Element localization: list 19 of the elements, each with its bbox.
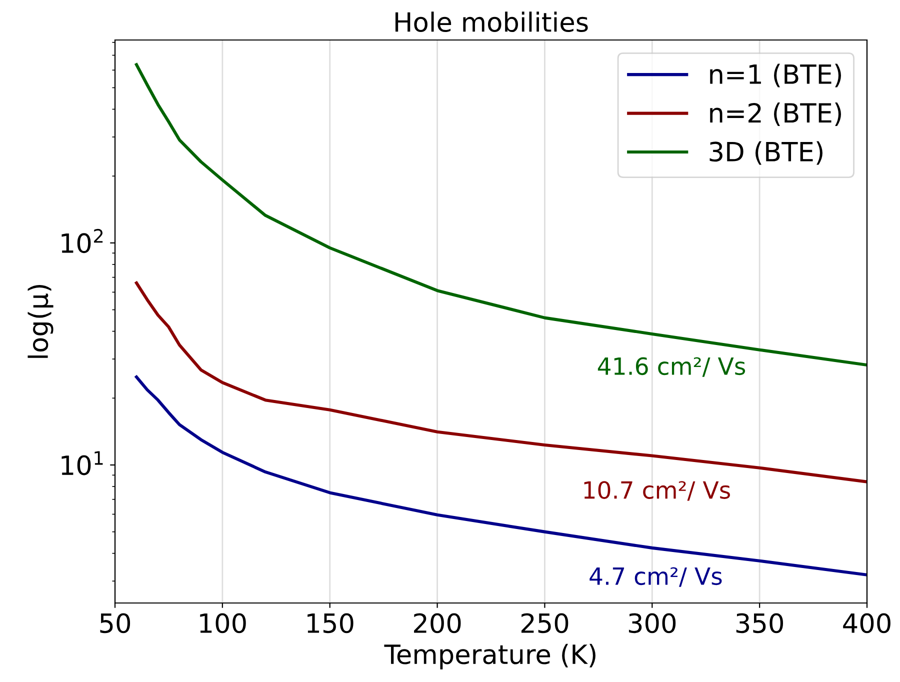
x-tick-label: 200 <box>414 613 461 634</box>
legend-label: n=2 (BTE) <box>710 102 841 126</box>
chart-title: Hole mobilities <box>395 12 588 32</box>
annotation: 4.7 cm²/ Vs <box>590 567 722 587</box>
annotation: 41.6 cm²/ Vs <box>598 357 746 377</box>
legend-label: n=1 (BTE) <box>710 64 841 88</box>
legend-label: 3D (BTE) <box>710 141 822 165</box>
x-axis-title: Temperature (K) <box>384 644 596 670</box>
x-tick-label: 50 <box>100 613 130 634</box>
x-tick-label: 150 <box>308 613 354 634</box>
x-tick-label: 100 <box>200 613 246 634</box>
annotation: 10.7 cm²/ Vs <box>584 481 730 501</box>
y-tick-label: 10$^{2}$ <box>62 228 103 254</box>
y-axis-title: log(μ) <box>28 284 54 358</box>
x-tick-label: 350 <box>736 613 784 634</box>
y-tick-label: 10$^{1}$ <box>62 451 103 476</box>
x-tick-label: 250 <box>521 613 568 634</box>
x-tick-label: 300 <box>628 613 676 634</box>
x-tick-label: 400 <box>843 613 890 634</box>
